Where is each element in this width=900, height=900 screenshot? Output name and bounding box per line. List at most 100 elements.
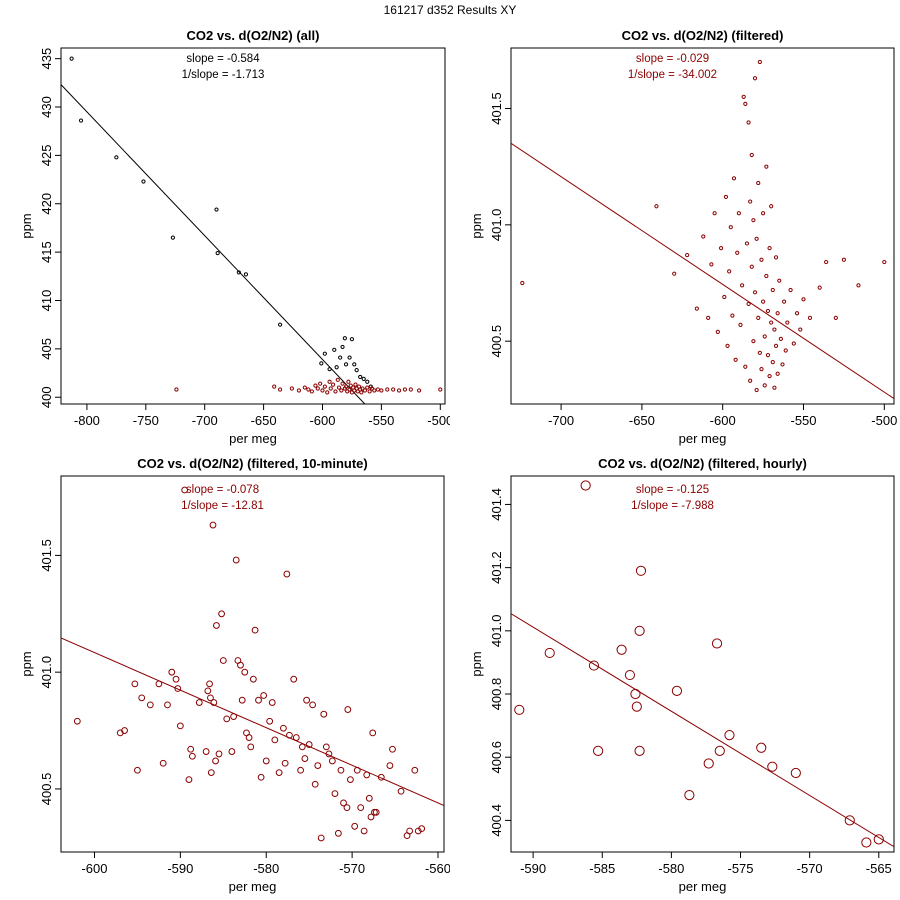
data-point	[347, 387, 352, 392]
data-point	[340, 799, 347, 807]
data-point	[328, 757, 336, 765]
data-point	[131, 680, 139, 688]
data-point	[342, 336, 347, 341]
data-point	[824, 259, 829, 265]
data-point	[322, 384, 327, 389]
data-point	[746, 120, 751, 125]
data-point	[593, 745, 604, 756]
data-point	[302, 385, 307, 390]
data-point	[706, 315, 711, 321]
data-point	[207, 694, 214, 702]
data-point	[114, 155, 119, 160]
data-point	[685, 252, 690, 258]
x-axis-label: per meg	[229, 431, 277, 446]
data-point	[215, 750, 223, 758]
x-tick-label: -650	[629, 413, 655, 428]
data-point	[206, 680, 213, 688]
x-tick-label: -700	[548, 413, 574, 428]
data-point	[359, 390, 364, 395]
y-tick-label: 401.5	[489, 92, 504, 125]
data-point	[873, 834, 884, 845]
y-tick-label: 401.4	[489, 488, 504, 521]
data-point	[298, 743, 306, 751]
y-tick-label: 401.0	[489, 615, 504, 648]
data-point	[780, 362, 785, 367]
data-point	[635, 565, 647, 576]
data-point	[416, 388, 422, 393]
y-tick-label: 400.4	[489, 804, 504, 837]
data-point	[230, 713, 238, 720]
data-point	[168, 668, 176, 676]
data-point	[215, 250, 220, 256]
data-point	[671, 685, 683, 696]
data-point	[320, 388, 325, 393]
data-point	[391, 387, 396, 392]
data-point	[752, 290, 758, 295]
plot-frame	[60, 475, 445, 853]
data-point	[272, 384, 277, 389]
data-point	[372, 388, 377, 393]
data-point	[330, 382, 336, 387]
data-point	[174, 685, 182, 692]
regression-line	[511, 142, 894, 400]
data-point	[314, 762, 322, 769]
data-point	[354, 368, 359, 373]
data-point	[361, 376, 366, 381]
x-tick-label: -565	[866, 861, 892, 876]
data-point	[785, 320, 790, 325]
data-point	[260, 692, 268, 699]
data-point	[210, 699, 218, 706]
data-point	[762, 383, 767, 388]
data-point	[791, 341, 796, 346]
data-point	[715, 329, 720, 334]
y-axis-label: ppm	[469, 213, 484, 238]
data-point	[754, 236, 759, 241]
data-point	[757, 350, 762, 355]
data-point	[78, 118, 84, 123]
x-tick-label: -580	[253, 861, 279, 876]
data-point	[212, 757, 219, 765]
scatter-chart-hourly: CO2 vs. d(O2/N2) (filtered, hourly) -590 -…	[469, 456, 895, 894]
data-point	[782, 299, 787, 304]
data-point	[318, 381, 323, 386]
data-point	[223, 715, 231, 723]
data-point	[301, 755, 309, 762]
data-point	[794, 311, 800, 316]
y-tick-label: 401.2	[489, 551, 504, 584]
data-point	[155, 680, 163, 688]
data-point	[339, 388, 344, 393]
x-tick-label: -700	[192, 413, 218, 428]
data-point	[238, 696, 246, 704]
data-point	[343, 804, 351, 812]
data-point	[320, 710, 328, 718]
data-point	[798, 327, 803, 332]
data-point	[280, 724, 287, 732]
data-point	[756, 315, 761, 321]
data-point	[389, 745, 396, 753]
data-point	[309, 389, 314, 394]
data-point	[754, 387, 759, 393]
data-point	[743, 101, 748, 106]
data-point	[372, 808, 380, 816]
data-point	[544, 647, 555, 659]
data-point	[801, 297, 806, 302]
data-point	[757, 59, 762, 65]
data-point	[738, 322, 743, 327]
data-point	[379, 388, 384, 393]
data-point	[218, 610, 225, 618]
data-point	[748, 199, 753, 204]
data-point	[775, 311, 780, 316]
data-point	[121, 727, 128, 734]
data-point	[334, 829, 342, 837]
data-point	[360, 827, 368, 835]
x-tick-label: -500	[871, 413, 897, 428]
data-point	[790, 767, 801, 779]
x-tick-label: -600	[309, 413, 335, 428]
data-point	[397, 787, 405, 795]
x-tick-label: -600	[710, 413, 736, 428]
inverse-slope-annotation: 1/slope = -34.002	[628, 69, 717, 81]
inverse-slope-annotation: 1/slope = -12.81	[181, 500, 264, 512]
data-point	[718, 246, 724, 251]
data-point	[241, 668, 249, 676]
data-point	[396, 388, 402, 393]
